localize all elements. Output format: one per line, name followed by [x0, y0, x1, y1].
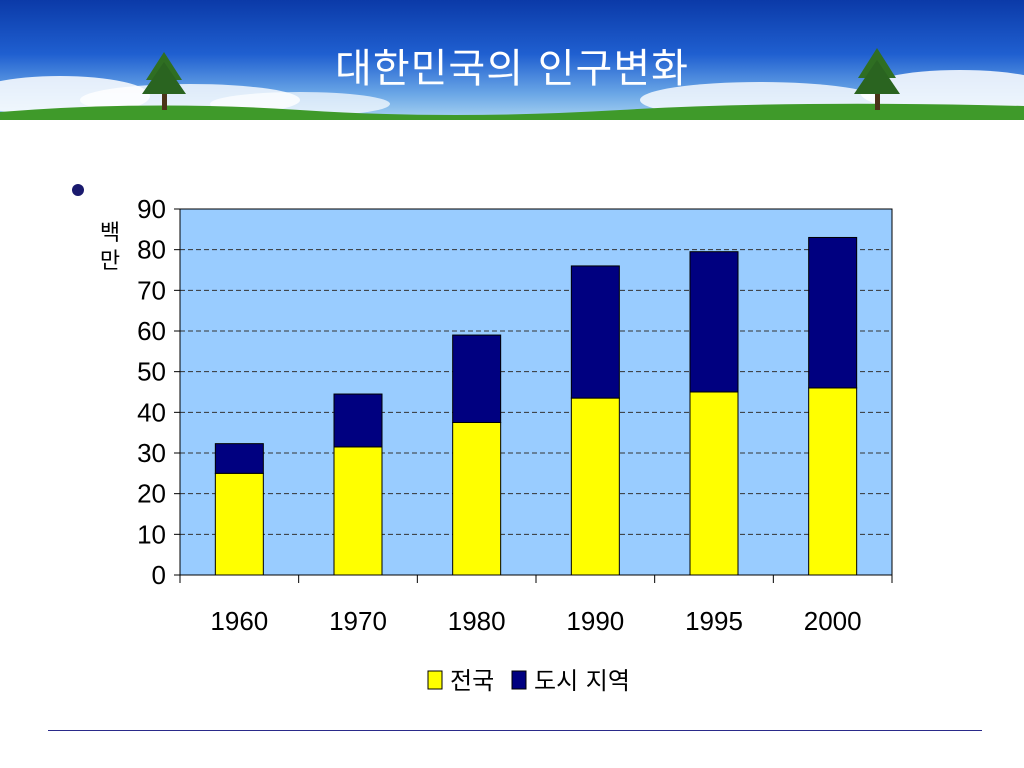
x-tick-label: 1960	[210, 606, 268, 636]
legend-label: 도시 지역	[534, 667, 630, 695]
x-tick-label: 2000	[804, 606, 862, 636]
bar-segment	[452, 422, 502, 576]
y-tick-label: 70	[137, 275, 166, 305]
legend-label: 전국	[450, 667, 494, 695]
bar-segment	[808, 236, 858, 389]
bar-segment	[214, 443, 264, 474]
bullet-point	[72, 184, 84, 196]
bars	[214, 236, 858, 576]
axis-labels: 0 10 20 30 40 50 60 70 80 90 백만 1960 1970 1980 1990 199…	[100, 194, 862, 636]
legend-swatch	[511, 670, 527, 690]
bar-segment	[570, 265, 620, 399]
title-banner: 대한민국의 인구변화	[0, 0, 1024, 120]
y-tick-label: 50	[137, 357, 166, 387]
y-tick-label: 40	[137, 397, 166, 427]
bar-segment	[333, 446, 383, 576]
footer-divider	[48, 730, 982, 731]
bar-segment	[333, 393, 383, 448]
y-tick-label: 20	[137, 479, 166, 509]
x-tick-label: 1995	[685, 606, 743, 636]
y-tick-label: 80	[137, 235, 166, 265]
bar-segment	[689, 391, 739, 576]
cloud-shape	[860, 70, 1024, 114]
legend-swatch	[427, 670, 443, 690]
grid-lines	[180, 249, 892, 535]
bar-segment	[808, 387, 858, 576]
y-tick-label: 30	[137, 438, 166, 468]
y-tick-label: 10	[137, 519, 166, 549]
x-tick-label: 1980	[448, 606, 506, 636]
bar-segment	[570, 397, 620, 576]
y-axis-label: 백	[100, 221, 120, 246]
tree-icon	[854, 48, 900, 110]
legend: 전국 도시 지역	[427, 667, 630, 695]
bar-segment	[689, 251, 739, 393]
x-tick-label: 1990	[566, 606, 624, 636]
tree-icon	[142, 52, 186, 110]
x-tick-label: 1970	[329, 606, 387, 636]
slide-title: 대한민국의 인구변화	[335, 46, 689, 92]
bar-segment	[214, 472, 264, 576]
y-tick-label: 90	[137, 194, 166, 224]
grass-shape	[0, 103, 1024, 120]
y-axis-label: 만	[100, 249, 120, 274]
axes	[174, 208, 893, 583]
bar-segment	[452, 334, 502, 424]
y-tick-label: 0	[152, 560, 166, 590]
plot-area	[179, 208, 893, 576]
banner-scenery	[0, 48, 1024, 120]
y-tick-label: 60	[137, 316, 166, 346]
